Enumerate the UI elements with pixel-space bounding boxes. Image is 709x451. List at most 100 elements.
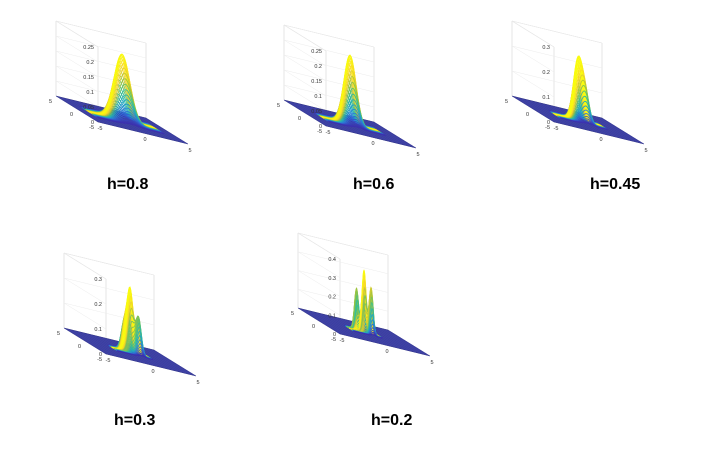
z-tick-label: 0.2 [328,295,336,301]
floor-mesh-line [597,116,640,144]
floor-mesh-line [63,327,107,355]
floor-mesh-line [144,347,188,374]
surface-svg: 00.10.20.30.450-5 -505 [291,232,434,366]
floor-mesh-line [77,331,120,358]
y-tick-label: 0 [70,112,73,118]
caption-h-0.2: h=0.2 [371,412,413,429]
floor-mesh-line [55,95,99,123]
x-tick-label: 5 [188,148,191,154]
y-tick-label: 0 [78,344,81,350]
x-tick-label: 5 [196,380,199,386]
floor-mesh-line [297,307,341,335]
floor-mesh-line [529,100,573,127]
z-tick-label: 0.15 [311,79,322,85]
z-gridline [297,232,389,260]
floor-mesh-line [81,332,125,359]
floor-mesh-line [315,312,359,339]
surface-wire [560,117,608,131]
z-gridline [511,70,603,98]
y-tick-label: -5 [331,337,336,343]
floor-mesh-line [369,120,412,148]
floor-mesh-line [601,117,645,145]
z-tick-label: 0.25 [311,49,322,55]
x-tick-label: -5 [326,130,331,136]
surface-plot-h-0.8: 0 0.05 0.1 0.15 0.2 0.25 5 0 -5 -5 0 5 [30,20,245,170]
z-tick-label: 0.25 [83,45,94,51]
floor-mesh-line [311,311,354,338]
z-gridline [297,251,389,278]
caption-h-0.45: h=0.45 [590,176,641,193]
surface-plot-h-0.2: 0 0.1 0.2 0.3 0.4 5 0 -5 -5 0 5 [272,232,487,382]
floor-mesh-line [68,328,111,356]
z-tick-label: 0.2 [86,60,94,66]
y-tick-label: 0 [298,116,301,122]
floor-mesh-line [86,333,129,360]
floor-mesh-line [516,96,559,124]
floor-mesh-line [297,103,340,130]
floor-mesh-line [588,114,631,141]
z-tick-label: 0.2 [314,64,322,70]
z-tick-label: 0.1 [314,94,322,100]
x-tick-label: -5 [340,338,345,344]
z-tick-label: 0 [547,120,550,126]
z-gridline [55,35,147,63]
floor-mesh-line [145,117,189,145]
y-tick-label: -5 [97,357,102,363]
floor-mesh-line [72,330,116,357]
caption-h-0.8: h=0.8 [107,176,149,193]
surface-wire [117,350,154,361]
z-tick-label: 0.1 [86,90,94,96]
caption-h-0.6: h=0.6 [353,176,395,193]
x-tick-label: 5 [430,360,433,366]
x-tick-label: 0 [385,349,388,355]
floor-mesh-line [378,327,422,354]
floor-mesh-line [141,116,184,144]
x-tick-label: 0 [599,137,602,143]
z-tick-label: 0 [319,124,322,130]
y-tick-label: 5 [277,103,280,109]
x-tick-label: 0 [151,369,154,375]
y-tick-label: -5 [317,129,322,135]
floor-mesh-line [360,118,403,145]
z-gridline [55,50,147,78]
floor-mesh-line [64,98,108,125]
z-tick-label: 0 [91,120,94,126]
z-tick-label: 0.3 [542,45,550,51]
z-tick-label: 0.05 [311,109,322,115]
x-tick-label: 5 [416,152,419,158]
z-gridline [55,20,147,48]
floor-mesh-line [525,99,568,126]
y-tick-label: 0 [526,112,529,118]
floor-mesh-line [324,314,368,341]
floor-mesh-line [383,328,426,356]
floor-mesh-line [60,96,103,124]
z-gridline [283,54,375,82]
y-tick-label: 0 [312,324,315,330]
z-tick-label: 0.4 [328,257,336,263]
x-tick-label: 0 [143,137,146,143]
surface-plot-h-0.3: 0 0.1 0.2 0.3 5 0 -5 -5 0 5 [38,252,253,402]
z-gridline [511,20,603,48]
y-tick-label: -5 [89,125,94,131]
floor-mesh-line [592,115,636,142]
floor-mesh-line [288,100,331,128]
floor-mesh-line [369,325,413,352]
z-tick-label: 0.15 [83,75,94,81]
z-tick-label: 0.05 [83,105,94,111]
x-tick-label: 5 [644,148,647,154]
floor-mesh-line [292,102,336,129]
z-gridline [511,45,603,73]
floor-mesh-line [149,348,192,376]
z-tick-label: 0 [333,332,336,338]
surface-svg: 00.10.20.350-5 -505 [57,252,200,386]
floor-mesh-line [511,95,555,123]
floor-mesh-line [374,326,417,353]
x-tick-label: 0 [371,141,374,147]
x-tick-label: -5 [554,126,559,132]
surface-wire [98,117,165,135]
y-tick-label: 5 [505,99,508,105]
caption-h-0.3: h=0.3 [114,412,156,429]
y-tick-label: 5 [291,311,294,317]
floor-mesh-line [153,349,197,377]
